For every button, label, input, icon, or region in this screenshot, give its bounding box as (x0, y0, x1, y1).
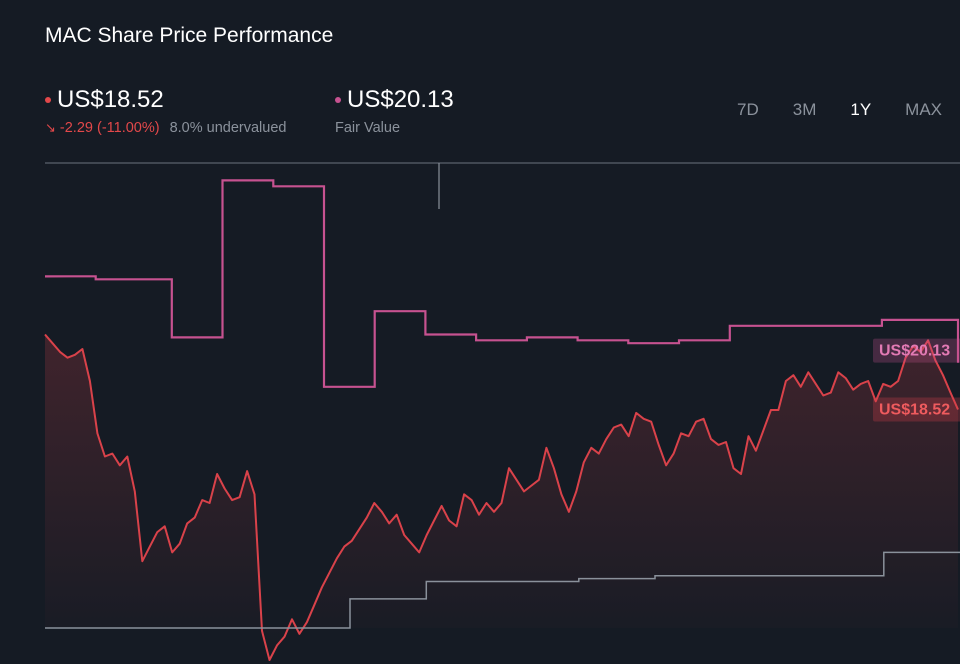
range-selector: 7D 3M 1Y MAX (737, 100, 942, 120)
range-max[interactable]: MAX (905, 100, 942, 119)
value-tag-bg (873, 397, 960, 422)
arrow-down-right-icon: ↘ (45, 120, 56, 135)
range-3m[interactable]: 3M (792, 100, 817, 119)
price-change: ↘ -2.29 (-11.00%) (45, 120, 160, 136)
fair-value-dot-icon (335, 97, 341, 103)
range-7d[interactable]: 7D (737, 100, 759, 119)
price-dot-icon (45, 97, 51, 103)
fair-value: US$20.13 (347, 86, 454, 113)
fair-value-label: Fair Value (335, 120, 401, 136)
baseline-line (45, 551, 960, 629)
range-1y[interactable]: 1Y (850, 100, 872, 119)
fair-value-block: US$20.13 Fair Value (335, 86, 454, 136)
chart-title: MAC Share Price Performance (45, 24, 334, 47)
price-change-value: -2.29 (-11.00%) (59, 120, 160, 136)
price-block: US$18.52 ↘ -2.29 (-11.00%) 8.0% underval… (45, 86, 286, 136)
valuation-note: 8.0% undervalued (169, 120, 287, 136)
fair-value-line (44, 179, 960, 388)
price-line (44, 333, 959, 661)
value-tag-label: US$20.13 (879, 343, 950, 360)
price-area (45, 334, 958, 660)
value-tag-label: US$18.52 (879, 401, 950, 418)
value-tag-bg (873, 338, 960, 363)
current-price: US$18.52 (57, 86, 164, 113)
